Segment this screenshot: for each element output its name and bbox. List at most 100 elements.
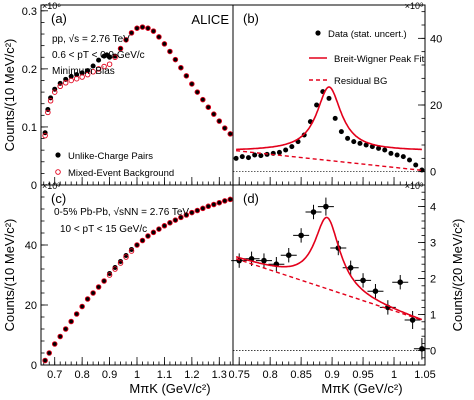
data-point: [107, 271, 113, 276]
mixed-event-point: [150, 28, 157, 34]
data-point: [183, 212, 189, 218]
scale-factor: ×10⁶: [42, 1, 61, 11]
scale-factor: ×10³: [42, 181, 60, 191]
legend-breit-wigner: Breit-Wigner Peak Fit: [334, 54, 425, 65]
panel-d: 0 1 2 3 4 0.75 0.8 0.85 0.9 0.95 1 1.05 (d) ×10³: [228, 181, 436, 381]
data-point: [298, 232, 304, 239]
y-tick-label: 40: [430, 33, 442, 45]
data-point: [397, 279, 404, 286]
data-point: [57, 334, 63, 339]
panel-b: 0 20 40 (b) ×10³ Data (stat. uncert.) Breit-Wi…: [232, 1, 442, 186]
data-point: [112, 265, 118, 270]
data-point: [407, 157, 413, 163]
data-point: [68, 73, 74, 79]
mixed-event-point: [42, 132, 48, 139]
x-axis-label-right: MπK (GeV/c²): [321, 381, 402, 396]
data-point: [167, 48, 173, 54]
mixed-event-point: [189, 81, 195, 87]
mixed-event-point: [167, 220, 173, 226]
mixed-event-point: [194, 89, 201, 95]
x-tick-label: 0.8: [74, 369, 89, 381]
data-point: [145, 233, 151, 239]
mixed-event-point: [172, 217, 179, 223]
mixed-event-point: [161, 223, 168, 229]
mixed-event-point: [211, 201, 217, 208]
y-tick-label: 0: [31, 180, 37, 192]
mixed-event-point: [178, 214, 184, 221]
x-tick-label: 1: [134, 369, 140, 381]
data-point: [134, 25, 140, 31]
data-point: [283, 147, 289, 153]
mixed-event-point: [156, 226, 162, 232]
mixed-event-point: [84, 296, 91, 302]
scale-factor: ×10³: [405, 1, 423, 11]
mixed-event-point: [101, 63, 107, 70]
data-point: [314, 102, 320, 108]
mixed-event-point: [139, 237, 146, 244]
x-tick-label: 0.75: [228, 369, 249, 381]
mixed-event-point: [145, 233, 151, 239]
data-point: [409, 317, 416, 323]
data-point: [216, 200, 222, 206]
data-point: [178, 65, 184, 71]
y-tick-label: 0: [430, 346, 436, 358]
residual-bg-line: [235, 258, 423, 321]
mixed-event-point: [79, 74, 85, 80]
data-point: [258, 153, 264, 159]
mixed-event-point: [47, 98, 54, 104]
data-point: [118, 46, 124, 52]
data-point: [178, 214, 184, 220]
y-tick-label: 2: [430, 274, 436, 286]
mixed-event-point: [134, 242, 140, 248]
x-tick-label: 0.8: [263, 369, 278, 381]
mixed-event-point: [68, 318, 74, 325]
y-tick-label: 0: [31, 360, 37, 372]
data-point: [388, 150, 394, 156]
legend-residual-bg: Residual BG: [334, 76, 387, 87]
data-point: [85, 296, 91, 302]
data-point: [139, 24, 145, 30]
data-point: [46, 350, 52, 356]
legend-mixed-event: Mixed-Event Background: [68, 168, 174, 179]
data-point: [239, 154, 245, 160]
mixed-event-point: [112, 266, 118, 272]
mixed-event-point: [42, 357, 48, 364]
data-point: [123, 253, 129, 258]
data-point: [85, 68, 91, 74]
x-tick-label: 0.7: [47, 369, 62, 381]
data-point: [332, 115, 338, 121]
data-point: [189, 210, 195, 216]
data-point: [376, 145, 382, 151]
mixed-event-point: [145, 25, 151, 31]
y-tick-label: 3: [430, 238, 436, 250]
mixed-event-point: [90, 290, 96, 296]
mixed-event-point: [106, 61, 113, 67]
annotation-trigger: Minimum Bias: [52, 66, 115, 77]
panel-label: (a): [51, 11, 67, 26]
x-tick-label: 1: [391, 369, 397, 381]
data-point: [222, 125, 228, 131]
mixed-event-point: [178, 64, 184, 71]
data-point: [394, 152, 400, 158]
data-point: [167, 220, 173, 226]
data-point: [123, 37, 129, 43]
mixed-event-point: [57, 83, 63, 90]
breit-wigner-fit-line: [235, 216, 423, 321]
panel-label: (d): [243, 191, 259, 206]
plot-frame-d: [232, 184, 426, 366]
data-point: [156, 34, 162, 40]
mixed-event-point: [172, 56, 179, 63]
data-point: [323, 203, 329, 210]
legend-marker-data: [315, 30, 321, 36]
data-point: [205, 203, 211, 209]
mixed-event-point: [45, 109, 51, 116]
mixed-event-point: [90, 69, 96, 75]
mixed-event-point: [117, 45, 124, 52]
annotation-system: 0-5% Pb-Pb, √sNN = 2.76 TeV: [54, 206, 189, 218]
data-point: [134, 242, 140, 248]
mixed-event-point: [123, 37, 129, 43]
data-point: [161, 41, 167, 47]
data-point: [216, 118, 222, 124]
mixed-event-point: [117, 260, 124, 266]
